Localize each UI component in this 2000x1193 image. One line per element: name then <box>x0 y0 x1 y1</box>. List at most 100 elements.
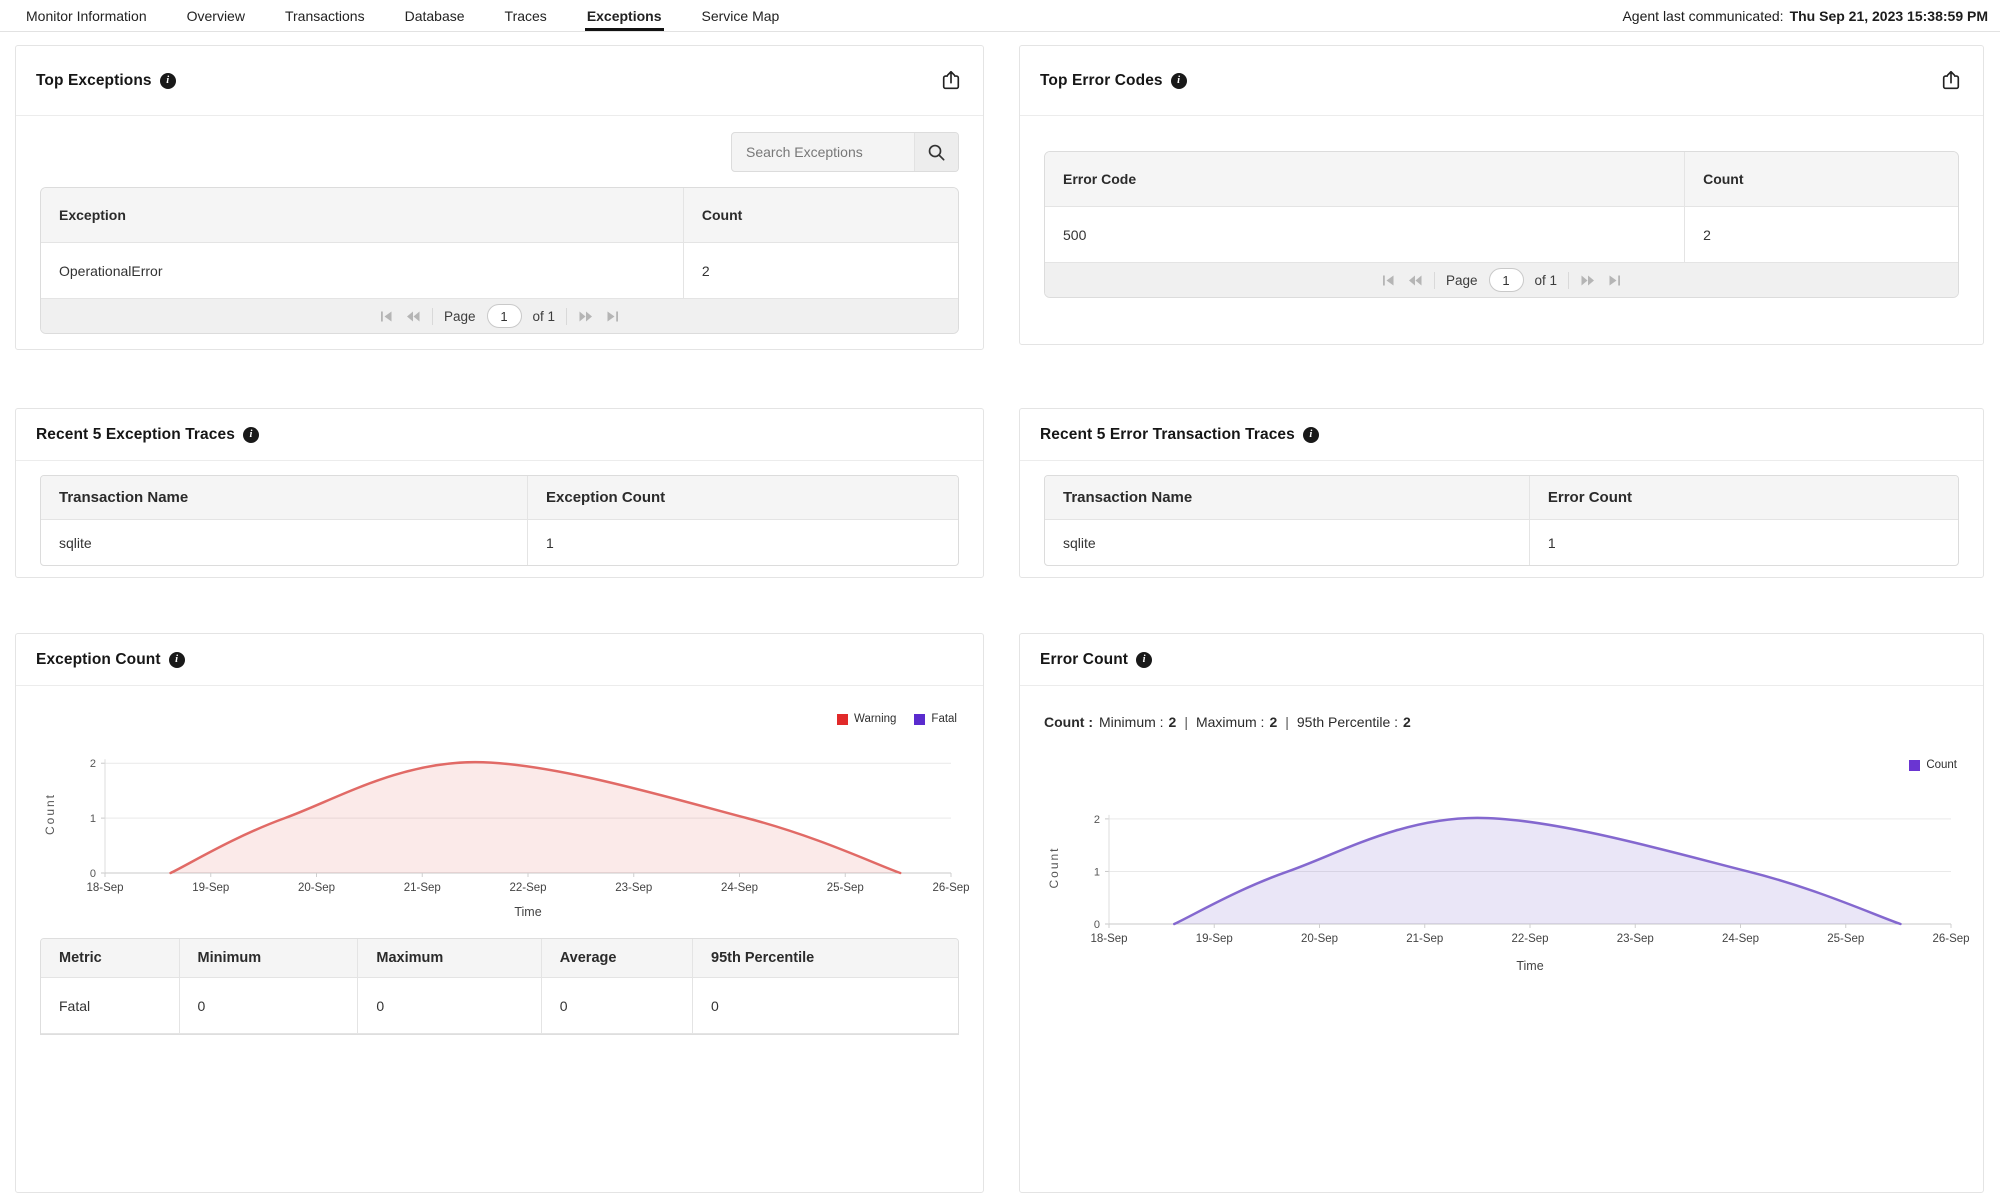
average-cell: 0 <box>541 978 692 1033</box>
svg-text:2: 2 <box>1094 814 1100 826</box>
exception-count-cell: 1 <box>527 520 958 565</box>
table-row: 500 2 <box>1045 207 1958 263</box>
page-number-input[interactable] <box>1489 268 1524 292</box>
count-series-swatch <box>1909 760 1920 771</box>
svg-text:Count: Count <box>1047 846 1061 888</box>
svg-text:19-Sep: 19-Sep <box>192 882 229 894</box>
table-header-row: Metric Minimum Maximum Average 95th Perc… <box>41 939 958 978</box>
column-header-transaction-name: Transaction Name <box>41 476 527 519</box>
divider: | <box>1184 714 1188 730</box>
first-page-icon <box>1382 275 1395 286</box>
page-label: Page <box>444 309 476 324</box>
export-icon <box>941 70 961 91</box>
panel-header: Exception Count <box>16 634 983 686</box>
previous-page-button[interactable] <box>405 311 421 322</box>
info-icon[interactable] <box>1136 652 1152 668</box>
column-header-count: Count <box>1684 152 1958 206</box>
last-page-button[interactable] <box>605 311 620 322</box>
next-page-icon <box>1581 275 1595 286</box>
legend-label: Fatal <box>931 713 957 725</box>
column-header-average: Average <box>541 939 692 977</box>
exception-count-stats-table: Metric Minimum Maximum Average 95th Perc… <box>40 938 959 1035</box>
stats-max-value: 2 <box>1269 714 1277 730</box>
info-icon[interactable] <box>243 427 259 443</box>
svg-text:18-Sep: 18-Sep <box>1090 933 1127 945</box>
panel-title: Recent 5 Error Transaction Traces <box>1040 426 1295 444</box>
panel-header: Error Count <box>1020 634 1983 686</box>
agent-last-communicated: Agent last communicated: Thu Sep 21, 202… <box>1622 0 1988 31</box>
table-row: OperationalError 2 <box>41 243 958 299</box>
page-of-label: of 1 <box>1535 273 1558 288</box>
divider <box>1568 272 1569 289</box>
legend-label: Count <box>1926 759 1957 771</box>
stats-p95-value: 2 <box>1403 714 1411 730</box>
tab-exceptions[interactable]: Exceptions <box>585 0 664 31</box>
tab-service-map[interactable]: Service Map <box>700 0 782 31</box>
page-number-input[interactable] <box>487 304 522 328</box>
column-header-count: Count <box>683 188 958 242</box>
first-page-button[interactable] <box>379 311 394 322</box>
pagination-bar: Page of 1 <box>1045 263 1958 297</box>
column-header-exception: Exception <box>41 188 683 242</box>
last-page-button[interactable] <box>1607 275 1622 286</box>
column-header-transaction-name: Transaction Name <box>1045 476 1529 519</box>
error-count-cell: 1 <box>1529 520 1958 565</box>
svg-text:1: 1 <box>1094 866 1100 878</box>
legend-item-count[interactable]: Count <box>1909 759 1957 771</box>
recent-error-traces-panel: Recent 5 Error Transaction Traces Transa… <box>1019 408 1984 578</box>
export-button[interactable] <box>1939 68 1963 93</box>
nav-tabs: Monitor Information Overview Transaction… <box>24 0 781 31</box>
legend-item-fatal[interactable]: Fatal <box>914 713 957 725</box>
tab-database[interactable]: Database <box>403 0 467 31</box>
previous-page-icon <box>406 311 420 322</box>
divider <box>1434 272 1435 289</box>
table-row: sqlite 1 <box>1045 520 1958 565</box>
previous-page-button[interactable] <box>1407 275 1423 286</box>
column-header-95th-percentile: 95th Percentile <box>692 939 958 977</box>
agent-timestamp: Thu Sep 21, 2023 15:38:59 PM <box>1790 8 1988 24</box>
svg-text:20-Sep: 20-Sep <box>1301 933 1338 945</box>
panel-title: Top Error Codes <box>1040 72 1163 90</box>
minimum-cell: 0 <box>179 978 358 1033</box>
svg-text:23-Sep: 23-Sep <box>615 882 652 894</box>
panel-header: Top Exceptions <box>16 46 983 116</box>
tab-monitor-information[interactable]: Monitor Information <box>24 0 149 31</box>
table-header-row: Error Code Count <box>1045 152 1958 207</box>
column-header-metric: Metric <box>41 939 179 977</box>
divider <box>566 308 567 325</box>
search-button[interactable] <box>914 133 958 171</box>
next-page-button[interactable] <box>578 311 594 322</box>
search-input[interactable] <box>732 133 914 171</box>
top-navigation: Monitor Information Overview Transaction… <box>0 0 2000 32</box>
first-page-button[interactable] <box>1381 275 1396 286</box>
svg-text:25-Sep: 25-Sep <box>827 882 864 894</box>
column-header-error-code: Error Code <box>1045 152 1684 206</box>
export-button[interactable] <box>939 68 963 93</box>
next-page-button[interactable] <box>1580 275 1596 286</box>
tab-overview[interactable]: Overview <box>185 0 247 31</box>
info-icon[interactable] <box>160 73 176 89</box>
svg-text:22-Sep: 22-Sep <box>509 882 546 894</box>
top-exceptions-panel: Top Exceptions <box>15 45 984 350</box>
svg-text:24-Sep: 24-Sep <box>721 882 758 894</box>
column-header-exception-count: Exception Count <box>527 476 958 519</box>
fatal-series-swatch <box>914 714 925 725</box>
metric-cell: Fatal <box>41 978 179 1033</box>
info-icon[interactable] <box>1303 427 1319 443</box>
svg-text:26-Sep: 26-Sep <box>932 882 969 894</box>
svg-text:18-Sep: 18-Sep <box>86 882 123 894</box>
top-error-codes-table: Error Code Count 500 2 Page of 1 <box>1044 151 1959 298</box>
last-page-icon <box>606 311 619 322</box>
tab-transactions[interactable]: Transactions <box>283 0 367 31</box>
info-icon[interactable] <box>1171 73 1187 89</box>
svg-text:1: 1 <box>90 813 96 825</box>
svg-text:19-Sep: 19-Sep <box>1196 933 1233 945</box>
divider <box>432 308 433 325</box>
legend-item-warning[interactable]: Warning <box>837 713 896 725</box>
next-page-icon <box>579 311 593 322</box>
warning-series-swatch <box>837 714 848 725</box>
info-icon[interactable] <box>169 652 185 668</box>
tab-traces[interactable]: Traces <box>503 0 549 31</box>
first-page-icon <box>380 311 393 322</box>
export-icon <box>1941 70 1961 91</box>
